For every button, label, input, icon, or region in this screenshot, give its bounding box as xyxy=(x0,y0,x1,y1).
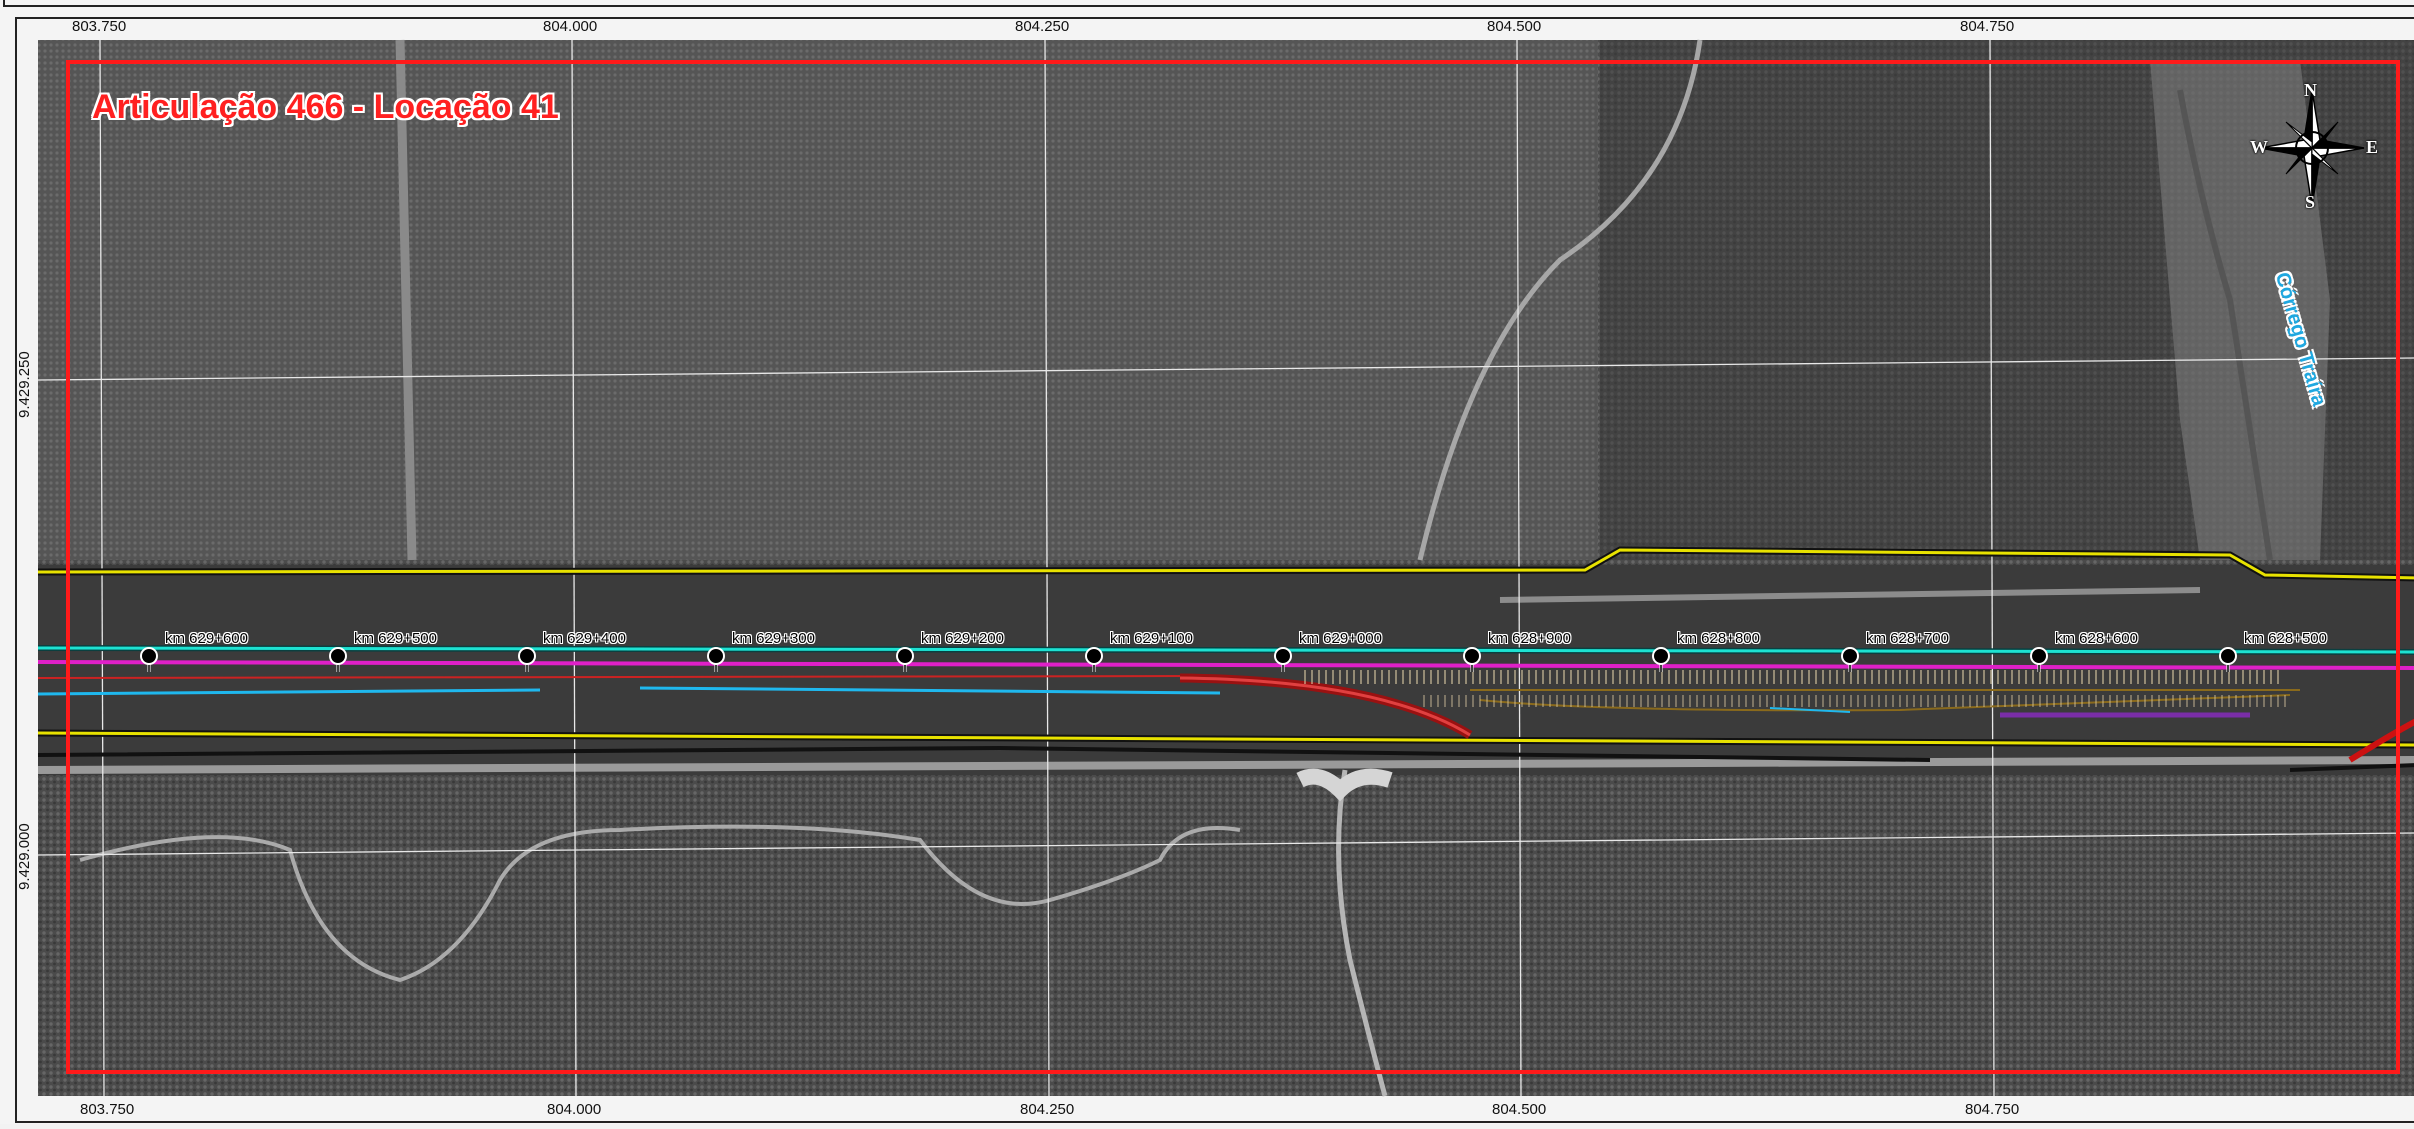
compass-west: W xyxy=(2250,137,2268,157)
km-marker-pin-icon xyxy=(329,647,347,672)
compass-east: E xyxy=(2366,137,2379,157)
km-marker-label: km 629+100 xyxy=(1110,630,1193,647)
km-marker-label: km 628+700 xyxy=(1866,630,1949,647)
km-marker-pin-icon xyxy=(707,647,725,672)
km-marker-label: km 628+500 xyxy=(2244,630,2327,647)
map-title: Articulação 466 - Locação 41 xyxy=(92,88,559,126)
x-tick-label: 804.750 xyxy=(1965,1101,2020,1118)
km-marker-pin-icon xyxy=(1652,647,1670,672)
km-marker-pin-icon xyxy=(140,647,158,672)
x-tick-label: 804.000 xyxy=(543,18,598,35)
km-marker-label: km 629+600 xyxy=(165,630,248,647)
x-tick-label: 804.500 xyxy=(1492,1101,1547,1118)
km-marker-label: km 628+800 xyxy=(1677,630,1760,647)
articulation-frame xyxy=(66,60,2400,1074)
y-tick-label: 9.429.250 xyxy=(16,351,33,418)
y-tick-label: 9.429.000 xyxy=(16,823,33,890)
x-tick-label: 804.500 xyxy=(1487,18,1542,35)
km-marker-pin-icon xyxy=(1841,647,1859,672)
km-marker-pin-icon xyxy=(1463,647,1481,672)
railway-axis xyxy=(37,645,2414,763)
km-marker-pin-icon xyxy=(518,647,536,672)
km-marker-pin-icon xyxy=(896,647,914,672)
km-marker-pin-icon xyxy=(2030,647,2048,672)
km-marker-label: km 629+300 xyxy=(732,630,815,647)
km-marker-label: km 629+500 xyxy=(354,630,437,647)
km-marker-pin-icon xyxy=(1274,647,1292,672)
compass-rose-icon xyxy=(2259,89,2365,207)
right-of-way-lines xyxy=(37,546,2414,772)
x-tick-label: 803.750 xyxy=(80,1101,135,1118)
compass-south: S xyxy=(2305,192,2316,212)
x-tick-label: 804.000 xyxy=(547,1101,602,1118)
km-marker-label: km 629+000 xyxy=(1299,630,1382,647)
km-marker-label: km 628+600 xyxy=(2055,630,2138,647)
km-marker-label: km 628+900 xyxy=(1488,630,1571,647)
x-tick-label: 803.750 xyxy=(72,18,127,35)
km-marker-pin-icon xyxy=(2219,647,2237,672)
x-tick-label: 804.250 xyxy=(1020,1101,1075,1118)
km-marker-label: km 629+400 xyxy=(543,630,626,647)
x-tick-label: 804.250 xyxy=(1015,18,1070,35)
km-marker-label: km 629+200 xyxy=(921,630,1004,647)
x-tick-label: 804.750 xyxy=(1960,18,2015,35)
km-marker-pin-icon xyxy=(1085,647,1103,672)
compass-north: N xyxy=(2304,80,2317,100)
km-marker-pins xyxy=(140,647,2237,672)
